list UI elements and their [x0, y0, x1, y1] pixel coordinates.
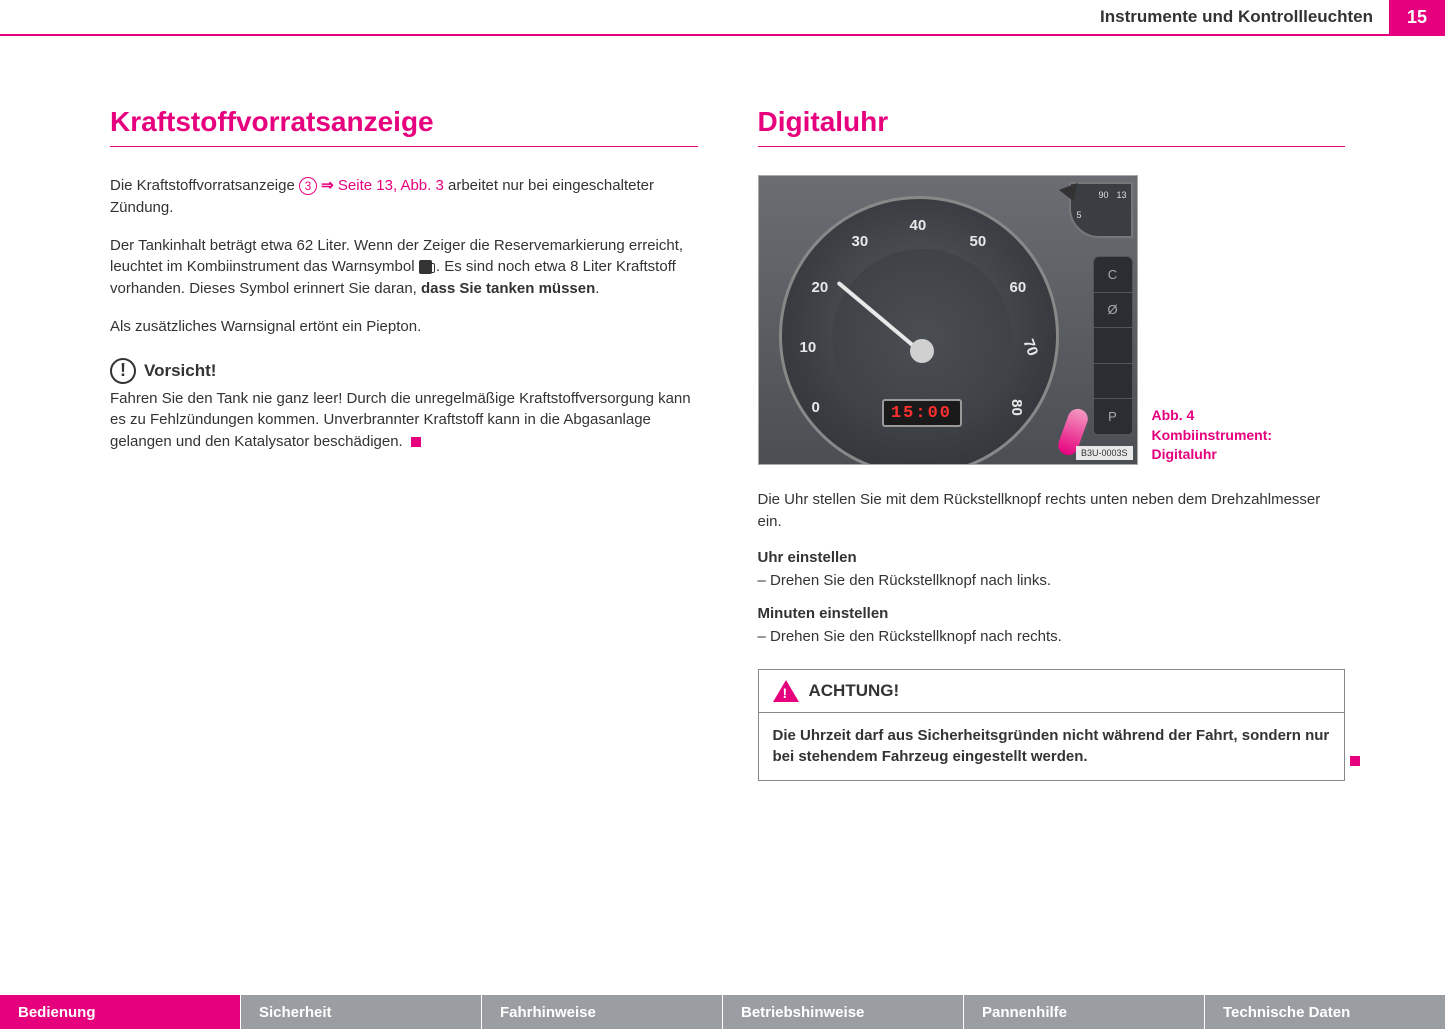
section-end-marker [411, 437, 421, 447]
warning-header: ACHTUNG! [759, 670, 1345, 713]
caution-title: Vorsicht! [144, 361, 216, 381]
arrow-icon: ⇒ [321, 177, 334, 194]
figure-caption: Abb. 4 Kombiinstrument: Digitaluhr [1152, 406, 1302, 465]
tab-betriebshinweise[interactable]: Betriebshinweise [722, 995, 963, 1029]
fuel-paragraph-3: Als zusätzliches Warnsignal ertönt ein P… [110, 316, 698, 338]
gauge-num-50: 50 [970, 233, 987, 250]
header-section-title: Instrumente und Kontrollleuchten [1100, 7, 1373, 27]
footer-tabs: Bedienung Sicherheit Fahrhinweise Betrie… [0, 995, 1445, 1029]
gauge-num-60: 60 [1010, 279, 1027, 296]
text: Die Uhrzeit darf aus Sicherheitsgründen … [773, 727, 1330, 766]
text: . [595, 280, 599, 297]
left-column: Kraftstoffvorratsanzeige Die Kraftstoffv… [110, 106, 698, 781]
gauge-num-70: 70 [1019, 337, 1041, 358]
temp-num-90: 90 [1099, 190, 1109, 200]
needle-hub [910, 339, 934, 363]
fuel-paragraph-1: Die Kraftstoffvorratsanzeige 3 ⇒ Seite 1… [110, 175, 698, 219]
set-hour-instruction: – Drehen Sie den Rückstellknopf nach lin… [758, 572, 1346, 589]
clock-paragraph-1: Die Uhr stellen Sie mit dem Rückstellkno… [758, 489, 1346, 533]
page-reference-link[interactable]: Seite 13, Abb. 3 [338, 177, 444, 194]
indicator-blank2 [1094, 364, 1132, 400]
gauge-num-80: 80 [1007, 399, 1024, 416]
gauge-num-10: 10 [800, 339, 817, 356]
gauge-num-20: 20 [812, 279, 829, 296]
gauge-dial: 1/min x 100 0 10 20 30 40 50 60 70 80 15… [779, 196, 1059, 465]
set-minute-instruction: – Drehen Sie den Rückstellknopf nach rec… [758, 628, 1346, 645]
content-area: Kraftstoffvorratsanzeige Die Kraftstoffv… [0, 36, 1445, 781]
text: Die Kraftstoffvorratsanzeige [110, 177, 299, 194]
tachometer-figure: 1/min x 100 0 10 20 30 40 50 60 70 80 15… [758, 175, 1138, 465]
indicator-blank1 [1094, 328, 1132, 364]
warning-body: Die Uhrzeit darf aus Sicherheitsgründen … [759, 713, 1345, 781]
indicator-p: P [1094, 399, 1132, 435]
tab-technische-daten[interactable]: Technische Daten [1204, 995, 1445, 1029]
gauge-num-30: 30 [852, 233, 869, 250]
right-column: Digitaluhr 1/min x 100 0 10 20 30 40 50 … [758, 106, 1346, 781]
set-hour-heading: Uhr einstellen [758, 549, 1346, 566]
figure-wrapper: 1/min x 100 0 10 20 30 40 50 60 70 80 15… [758, 175, 1346, 465]
digital-clock-display: 15:00 [882, 399, 962, 427]
indicator-c: C [1094, 257, 1132, 293]
fuel-gauge-title: Kraftstoffvorratsanzeige [110, 106, 698, 147]
indicator-panel: C Ø P [1093, 256, 1133, 436]
warning-box: ACHTUNG! Die Uhrzeit darf aus Sicherheit… [758, 669, 1346, 782]
page-number: 15 [1389, 0, 1445, 35]
tab-fahrhinweise[interactable]: Fahrhinweise [481, 995, 722, 1029]
caution-header: ! Vorsicht! [110, 358, 698, 384]
warning-title: ACHTUNG! [809, 681, 900, 701]
digital-clock-title: Digitaluhr [758, 106, 1346, 147]
temp-num-13: 13 [1116, 190, 1126, 200]
image-code: B3U-0003S [1076, 446, 1133, 460]
caution-body: Fahren Sie den Tank nie ganz leer! Durch… [110, 388, 698, 453]
section-end-marker [1350, 756, 1360, 766]
ref-number-circle: 3 [299, 177, 317, 195]
fuel-pump-icon [419, 260, 432, 274]
bold-text: dass Sie tanken müssen [421, 280, 595, 297]
text: Fahren Sie den Tank nie ganz leer! Durch… [110, 390, 691, 451]
indicator-o: Ø [1094, 293, 1132, 329]
page-header: Instrumente und Kontrollleuchten 15 [0, 0, 1445, 36]
caution-icon: ! [110, 358, 136, 384]
gauge-num-40: 40 [910, 217, 927, 234]
set-minute-heading: Minuten einstellen [758, 605, 1346, 622]
tab-sicherheit[interactable]: Sicherheit [240, 995, 481, 1029]
tab-pannenhilfe[interactable]: Pannenhilfe [963, 995, 1204, 1029]
tab-bedienung[interactable]: Bedienung [0, 995, 240, 1029]
temp-num-5: 5 [1077, 210, 1082, 220]
warning-triangle-icon [773, 680, 799, 702]
fuel-paragraph-2: Der Tankinhalt beträgt etwa 62 Liter. We… [110, 235, 698, 300]
gauge-num-0: 0 [812, 399, 820, 416]
